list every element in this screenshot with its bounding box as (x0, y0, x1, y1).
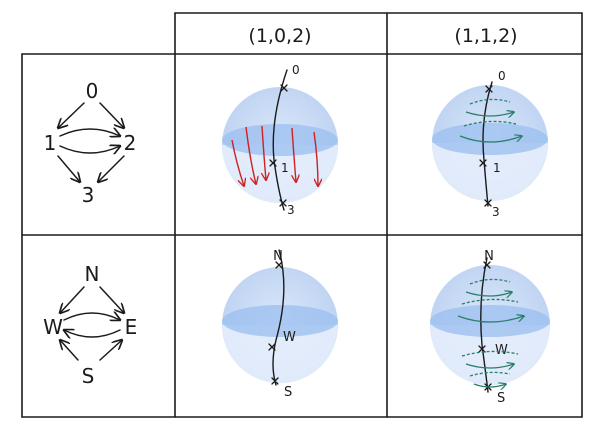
sphere-label-top: 0 (292, 63, 300, 77)
quiver-node-left: 1 (44, 131, 57, 155)
sphere-r2c2: N W S (430, 249, 550, 406)
column-header-1: (1,0,2) (248, 25, 311, 47)
sphere-label-bottom: S (284, 385, 292, 400)
sphere-label-top: 0 (498, 69, 506, 83)
column-header-2: (1,1,2) (454, 25, 517, 47)
flow-arrow-green-dashed (463, 120, 517, 127)
quiver-arrow (99, 286, 124, 313)
quiver-node-right: E (125, 315, 138, 339)
quiver-arrow (98, 155, 125, 182)
quiver-arrow (59, 146, 120, 153)
flow-arrow-red (313, 131, 318, 186)
flow-arrow-green-dashed (461, 298, 519, 305)
flow-arrow-green-dashed (469, 98, 511, 105)
flow-arrow-green (459, 136, 522, 143)
sphere-lower-half (222, 325, 338, 383)
sphere-label-middle: W (283, 330, 296, 345)
quiver-arrow (60, 340, 79, 361)
sphere-label-bottom: 3 (287, 203, 295, 217)
sphere-r1c2: 0 1 3 (432, 69, 548, 219)
sphere-mark-x (271, 377, 279, 385)
sphere-equator-band (430, 305, 550, 337)
sphere-mark-x (280, 84, 288, 92)
sphere-mark-x (268, 343, 276, 351)
quiver-arrow (64, 330, 121, 337)
sphere-mark-x (478, 345, 486, 353)
quiver-node-top: N (85, 262, 100, 286)
sphere-mark-x (479, 159, 487, 167)
sphere-lower-half (432, 143, 548, 201)
sphere-equator-band (222, 124, 338, 156)
flow-arrow-green (473, 384, 506, 387)
quiver-row-2: N W E S (43, 262, 137, 388)
flow-arrow-red (262, 125, 266, 180)
sphere-mark-x (485, 85, 493, 93)
flow-arrow-green-dashed (461, 350, 519, 357)
sphere-label-bottom: 3 (492, 205, 500, 219)
quiver-arrow (63, 313, 120, 320)
quiver-arrow (57, 155, 80, 182)
flow-arrow-green (465, 364, 514, 368)
sphere-meridian-curve (272, 249, 285, 386)
sphere-label-middle: 1 (281, 161, 289, 175)
sphere-label-bottom: S (497, 391, 505, 406)
flow-arrow-green (465, 292, 512, 296)
sphere-meridian-curve (272, 69, 288, 211)
sphere-label-middle: W (495, 343, 508, 358)
flow-arrow-green (465, 112, 514, 116)
sphere-lower-half (430, 325, 550, 385)
quiver-node-right: 2 (124, 131, 137, 155)
sphere-mark-x (279, 199, 287, 207)
flow-arrow-red (245, 126, 256, 184)
sphere-mark-x (483, 261, 491, 269)
flow-arrow-green (457, 316, 524, 323)
quiver-arrow (58, 102, 85, 128)
sphere-mark-x (484, 199, 492, 207)
quiver-arrow (59, 129, 120, 136)
sphere-meridian-curve (482, 81, 493, 207)
quiver-node-left: W (43, 315, 63, 339)
quiver-arrow (99, 102, 124, 128)
sphere-equator-band (432, 123, 548, 155)
sphere-mark-x (269, 159, 277, 167)
flow-arrow-green-dashed (469, 371, 511, 377)
sphere-label-middle: 1 (493, 161, 501, 175)
sphere-r1c1: 0 1 3 (222, 63, 338, 217)
flow-arrow-red (231, 139, 244, 186)
quiver-arrow (99, 340, 122, 361)
sphere-label-top: N (484, 249, 494, 264)
quiver-node-bottom: S (82, 364, 95, 388)
sphere-label-top: N (273, 249, 283, 264)
sphere-mark-x (275, 261, 283, 269)
sphere-r2c1: N W S (222, 249, 338, 400)
quiver-node-bottom: 3 (82, 183, 95, 207)
quiver-row-1: 0 1 2 3 (44, 79, 137, 207)
flow-arrow-green-dashed (469, 278, 511, 285)
sphere-meridian-curve (480, 257, 489, 393)
table-grid (21, 12, 583, 418)
quiver-arrow (60, 286, 85, 313)
flow-arrow-red (292, 127, 296, 182)
quiver-node-top: 0 (86, 79, 99, 103)
